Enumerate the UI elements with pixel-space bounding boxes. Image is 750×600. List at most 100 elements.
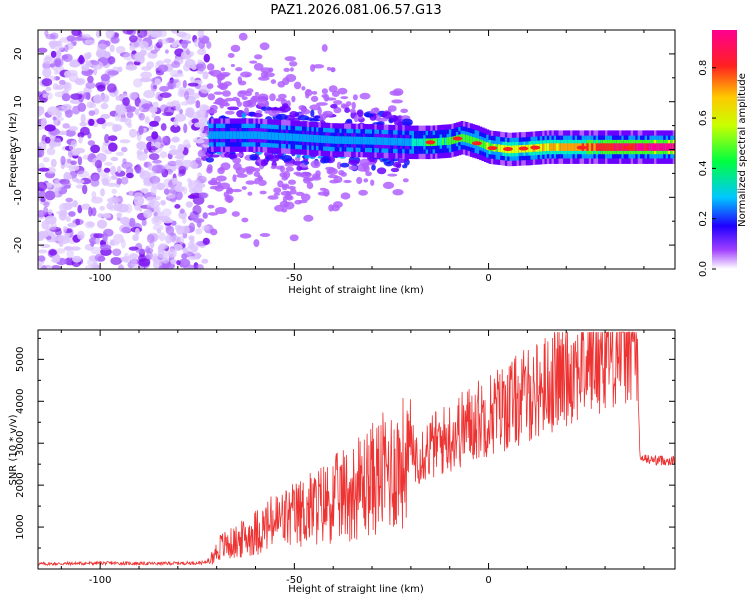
spectrogram-cell bbox=[187, 82, 199, 87]
spectrogram-cell bbox=[171, 61, 181, 68]
spectrogram-cell bbox=[65, 216, 71, 222]
spectrogram-cell bbox=[328, 85, 338, 93]
spectrogram-cell bbox=[67, 222, 78, 228]
spectrogram-cell bbox=[310, 95, 319, 102]
spectrogram-cell bbox=[46, 225, 57, 231]
y-tick-label: 20 bbox=[13, 48, 24, 61]
spectrogram-cell bbox=[236, 173, 248, 178]
spectrogram-cell bbox=[563, 143, 567, 151]
spectrogram-cell bbox=[442, 137, 445, 146]
spectrogram-cell bbox=[135, 248, 147, 254]
chart-title: PAZ1.2026.081.06.57.G13 bbox=[270, 3, 441, 18]
spectrogram-peak bbox=[623, 145, 634, 150]
spectrogram-cell bbox=[195, 63, 204, 70]
spectrogram-cell bbox=[267, 132, 271, 140]
spectrogram-cell bbox=[177, 86, 187, 94]
spectrogram-cell bbox=[609, 143, 613, 151]
spectrogram-cell bbox=[647, 143, 650, 151]
spectrogram-cell bbox=[649, 143, 653, 151]
spectrogram-cell bbox=[356, 109, 364, 117]
spectrogram-cell bbox=[414, 138, 417, 147]
spectrogram-cell bbox=[285, 74, 297, 82]
spectrogram-cell bbox=[565, 143, 569, 151]
spectrogram-cell bbox=[236, 101, 242, 107]
spectrogram-cell bbox=[376, 167, 387, 175]
spectrogram-cell bbox=[68, 165, 74, 172]
spectrogram-cell bbox=[126, 111, 134, 119]
spectrogram-cell bbox=[207, 204, 215, 209]
spectrogram-cell bbox=[321, 88, 328, 95]
spectrogram-cell bbox=[110, 165, 117, 176]
spectrogram-cell bbox=[560, 143, 564, 151]
spectrogram-cell bbox=[290, 188, 297, 195]
spectrogram-cell bbox=[140, 188, 149, 194]
spectrogram-cell bbox=[260, 131, 264, 140]
spectrogram-cell bbox=[235, 167, 246, 175]
spectrogram-cell bbox=[134, 227, 140, 236]
spectrogram-cell bbox=[423, 138, 427, 147]
spectrogram-cell bbox=[102, 213, 112, 219]
spectrogram-cell bbox=[218, 131, 222, 139]
spectrogram-cell bbox=[145, 245, 151, 254]
spectrogram-cell bbox=[567, 143, 571, 151]
spectrogram-cell bbox=[262, 131, 266, 140]
spectrogram-cell bbox=[47, 106, 59, 116]
spectrogram-cell bbox=[112, 248, 122, 257]
spectrogram-cell bbox=[96, 219, 108, 229]
spectrogram-cell bbox=[285, 166, 294, 172]
spectrogram-cell bbox=[168, 248, 177, 258]
spectrogram-cell bbox=[330, 67, 336, 73]
spectrogram-cell bbox=[310, 109, 315, 117]
spectrogram-cell bbox=[338, 170, 345, 176]
spectrogram-cell bbox=[351, 101, 356, 110]
spectrogram-cell bbox=[243, 131, 247, 139]
spectrogram-cell bbox=[213, 101, 224, 105]
y-tick-label: -10 bbox=[13, 189, 24, 205]
spectrogram-cell bbox=[116, 212, 123, 219]
spectrogram-cell bbox=[220, 67, 226, 72]
spectrogram-cell bbox=[295, 191, 305, 196]
spectrogram-cell bbox=[181, 40, 189, 49]
spectrogram-cell bbox=[282, 103, 289, 109]
spectrogram-cell bbox=[341, 136, 345, 144]
spectrogram-cell bbox=[185, 111, 191, 117]
spectrogram-cell bbox=[77, 156, 83, 166]
spectrogram-cell bbox=[70, 93, 83, 100]
spectrogram-cell bbox=[160, 123, 167, 131]
spectrogram-cell bbox=[95, 49, 105, 58]
spectrogram-cell bbox=[642, 143, 646, 151]
spectrogram-cell bbox=[239, 233, 252, 239]
spectrogram-cell bbox=[644, 143, 648, 151]
spectrogram-cell bbox=[160, 200, 167, 206]
spectrogram-cell bbox=[72, 105, 81, 115]
spectrogram-cell bbox=[277, 93, 287, 100]
spectrogram-cell bbox=[87, 75, 94, 84]
spectrogram-cell bbox=[333, 100, 343, 105]
spectrogram-cell bbox=[360, 136, 364, 145]
spectrogram-cell bbox=[353, 136, 357, 145]
spectrogram-cell bbox=[150, 30, 163, 38]
spectrogram-cell bbox=[253, 131, 257, 139]
colorbar-gradient bbox=[712, 30, 737, 269]
spectrogram-cell bbox=[87, 140, 96, 146]
spectrogram-cell bbox=[301, 108, 311, 115]
spectrogram-cell bbox=[275, 113, 288, 120]
spectrogram-peak bbox=[503, 147, 513, 151]
spectrogram-cell bbox=[187, 179, 193, 190]
spectrogram-cell bbox=[194, 252, 201, 260]
spectrogram-cell bbox=[64, 109, 73, 118]
spectrogram-cell bbox=[605, 143, 609, 151]
spectrogram-cell bbox=[322, 155, 330, 164]
snr-ticks: -100 -50 0 1000 2000 3000 4000 5000 bbox=[15, 330, 675, 586]
spectrogram-cell bbox=[38, 255, 46, 262]
spectrogram-cell bbox=[64, 232, 71, 238]
spectrogram-cell bbox=[45, 86, 52, 92]
spectrogram-cell bbox=[102, 50, 111, 59]
spectrogram-cell bbox=[83, 92, 91, 100]
spectrogram-cell bbox=[206, 63, 215, 71]
spectrogram-cell bbox=[259, 42, 270, 51]
spectrogram-cell bbox=[153, 215, 160, 224]
spectrogram-cell bbox=[154, 196, 161, 201]
